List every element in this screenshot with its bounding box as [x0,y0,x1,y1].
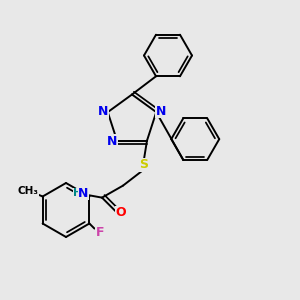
Text: N: N [98,105,108,118]
Text: H: H [74,188,82,198]
Text: O: O [116,206,126,219]
Text: F: F [96,226,104,239]
Text: N: N [107,135,117,148]
Text: N: N [78,187,88,200]
Text: CH₃: CH₃ [17,186,38,196]
Text: S: S [140,158,148,171]
Text: N: N [156,105,166,118]
